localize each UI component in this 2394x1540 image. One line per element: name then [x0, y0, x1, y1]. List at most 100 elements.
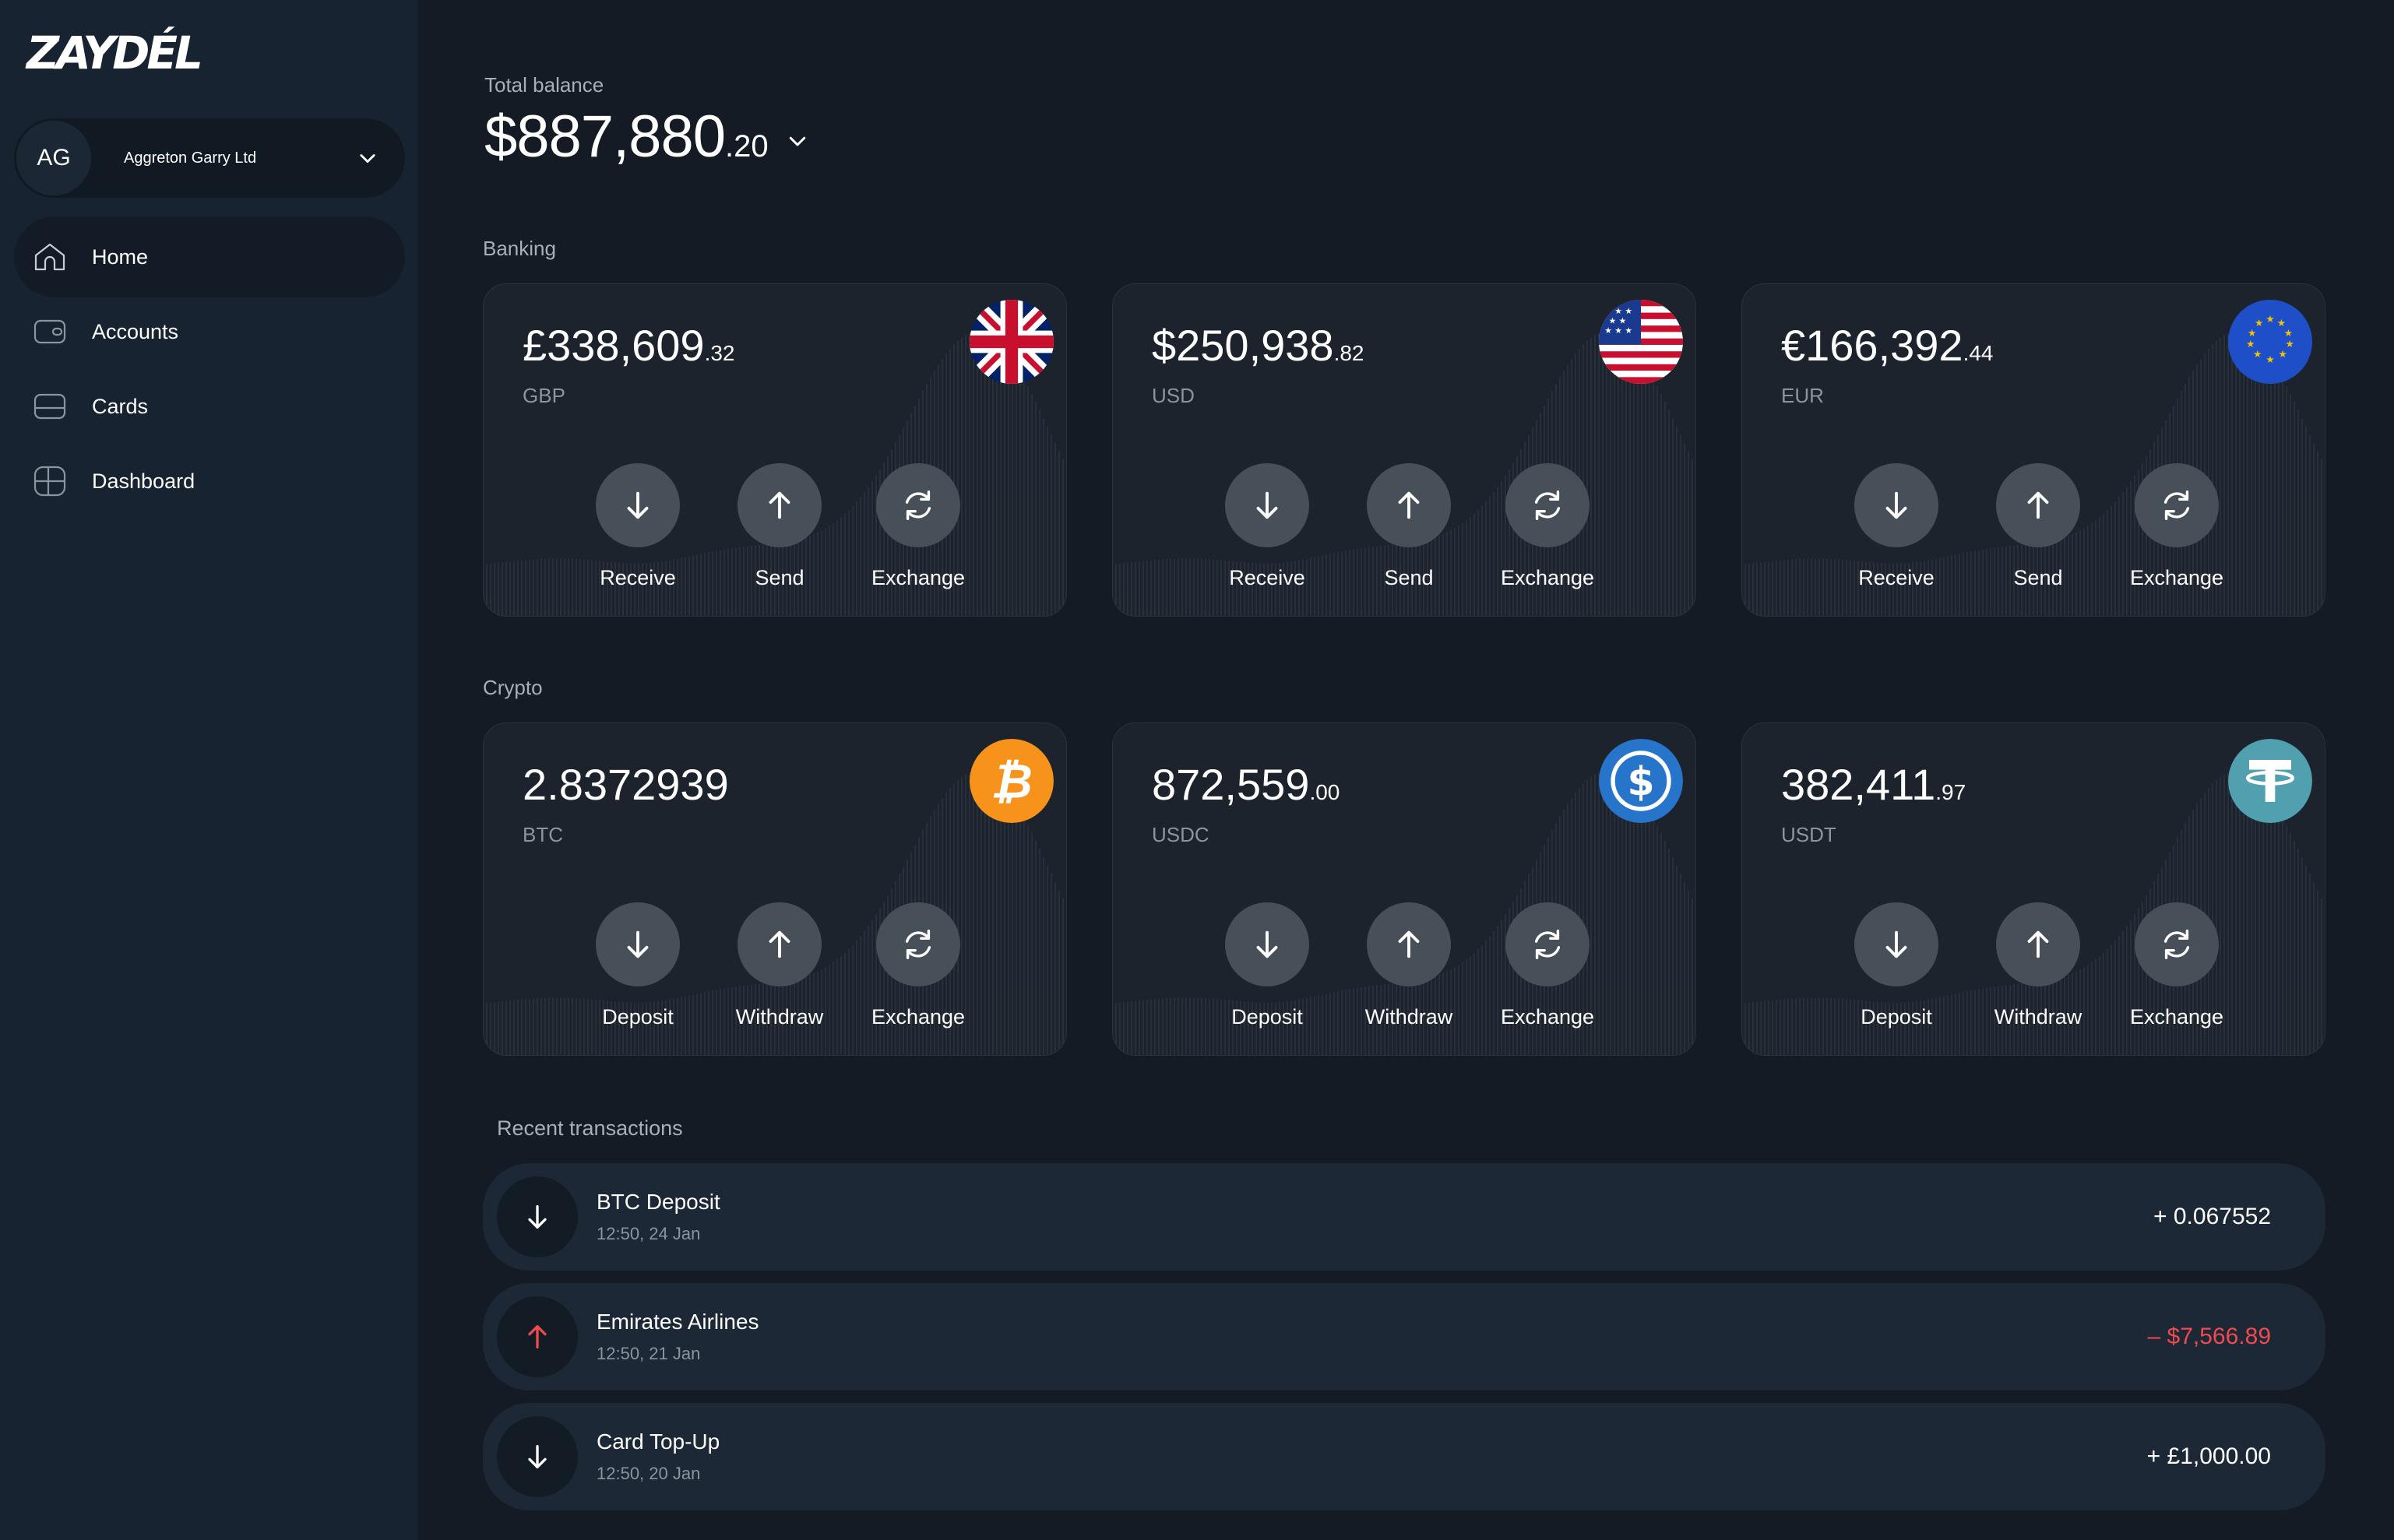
nav-item-accounts[interactable]: Accounts [14, 291, 405, 372]
send-button[interactable]: Send [717, 463, 842, 590]
card-balance-major: €166,392 [1781, 321, 1963, 370]
account-card-usd[interactable]: $250,938 .82 USD ★ ★ ★ ★ ★ ★ ★ ★ Receive S… [1112, 283, 1696, 617]
receive-button[interactable]: Receive [1205, 463, 1329, 590]
card-balance: €166,392 .44 [1781, 320, 1994, 371]
withdraw-button[interactable]: Withdraw [717, 902, 842, 1029]
main-content: Total balance $887,880 .20 Banking Crypt… [417, 0, 2394, 1540]
exchange-button[interactable]: Exchange [2114, 463, 2239, 590]
svg-text:★: ★ [2279, 348, 2287, 360]
us-flag-icon: ★ ★ ★ ★ ★ ★ ★ ★ [1599, 300, 1683, 384]
transaction-title: BTC Deposit [597, 1190, 720, 1214]
svg-text:₿: ₿ [991, 754, 1033, 810]
card-balance: 382,411 .97 [1781, 759, 1966, 810]
card-balance-minor: .44 [1963, 341, 1994, 365]
deposit-button[interactable]: Deposit [1834, 902, 1959, 1029]
exchange-icon [905, 490, 931, 520]
exchange-icon [2163, 930, 2190, 959]
deposit-btn-circle [1225, 902, 1309, 986]
transaction-icon [497, 1296, 578, 1377]
arrow-down-icon [1885, 491, 1907, 519]
card-balance-minor: .00 [1309, 780, 1340, 804]
eu-flag-icon: ★ ★ ★ ★ ★ ★ ★ ★ ★ ★ [2228, 300, 2312, 384]
transaction-amount: + 0.067552 [2153, 1204, 2271, 1229]
account-switcher[interactable]: AG Aggreton Garry Ltd [14, 118, 405, 198]
withdraw-button[interactable]: Withdraw [1976, 902, 2100, 1029]
nav-item-cards[interactable]: Cards [14, 366, 405, 447]
receive-label: Receive [1858, 566, 1935, 589]
tether-icon [2228, 739, 2312, 823]
withdraw-label: Withdraw [735, 1005, 824, 1028]
nav-item-home[interactable]: Home [14, 216, 405, 297]
exchange-button[interactable]: Exchange [856, 463, 980, 590]
card-balance-minor: .82 [1333, 341, 1364, 365]
account-card-eur[interactable]: €166,392 .44 EUR ★ ★ ★ ★ ★ ★ ★ ★ ★ ★ Receive Send… [1741, 283, 2325, 617]
exchange-label: Exchange [871, 566, 966, 589]
card-balance-major: £338,609 [523, 321, 705, 370]
withdraw-button[interactable]: Withdraw [1347, 902, 1471, 1029]
exchange-label: Exchange [1500, 566, 1595, 589]
nav-label-home: Home [92, 244, 149, 269]
withdraw-btn-circle [1367, 902, 1451, 986]
arrow-down-icon [528, 1205, 547, 1229]
sidebar: ZAYDÉL AG Aggreton Garry Ltd Home Accoun… [0, 0, 417, 1540]
arrow-up-icon [1398, 930, 1420, 958]
card-balance-major: $250,938 [1152, 321, 1334, 370]
exchange-button[interactable]: Exchange [1485, 902, 1610, 1029]
logo[interactable]: ZAYDÉL [26, 26, 203, 79]
send-label: Send [755, 566, 804, 589]
arrow-up-icon [769, 930, 790, 958]
total-balance-major: $887,880 [484, 104, 726, 170]
nav-label-accounts: Accounts [92, 319, 179, 343]
card-balance: £338,609 .32 [523, 320, 735, 371]
svg-text:★: ★ [2277, 317, 2286, 329]
send-label: Send [1384, 566, 1434, 589]
account-card-gbp[interactable]: £338,609 .32 GBP Receive Send Exchange [483, 283, 1067, 617]
arrow-down-icon [627, 930, 649, 958]
transaction-time: 12:50, 24 Jan [597, 1224, 701, 1243]
card-icon [33, 393, 66, 420]
card-currency: USD [1152, 384, 1195, 407]
receive-btn-circle [596, 463, 680, 547]
total-balance[interactable]: $887,880 .20 [484, 103, 809, 171]
exchange-button[interactable]: Exchange [2114, 902, 2239, 1029]
receive-button[interactable]: Receive [1834, 463, 1959, 590]
card-currency: USDT [1781, 823, 1836, 846]
card-balance-major: 382,411 [1781, 760, 1936, 809]
dashboard-icon [33, 466, 66, 497]
crypto-section-label: Crypto [483, 676, 543, 699]
transaction-title: Card Top-Up [597, 1429, 720, 1454]
transaction-row[interactable]: BTC Deposit 12:50, 24 Jan + 0.067552 [483, 1163, 2325, 1271]
crypto-card-usdc[interactable]: 872,559 .00 USDC $ Deposit Withdraw Exch… [1112, 723, 1696, 1056]
chevron-down-icon [360, 154, 375, 163]
crypto-card-usdt[interactable]: 382,411 .97 USDT Deposit Withdraw Exchan… [1741, 723, 2325, 1056]
receive-button[interactable]: Receive [576, 463, 700, 590]
arrow-up-icon [528, 1325, 547, 1348]
transactions-section-label: Recent transactions [497, 1116, 683, 1140]
exchange-icon [1534, 490, 1561, 520]
receive-btn-circle [1854, 463, 1938, 547]
svg-text:★: ★ [2246, 338, 2255, 350]
uk-flag-icon [970, 300, 1054, 384]
nav-item-dashboard[interactable]: Dashboard [14, 441, 405, 522]
exchange-button[interactable]: Exchange [1485, 463, 1610, 590]
send-button[interactable]: Send [1347, 463, 1471, 590]
exchange-icon [2163, 490, 2190, 520]
transaction-row[interactable]: Emirates Airlines 12:50, 21 Jan – $7,566… [483, 1283, 2325, 1391]
deposit-btn-circle [596, 902, 680, 986]
withdraw-label: Withdraw [1364, 1005, 1453, 1028]
exchange-btn-circle [2135, 463, 2219, 547]
deposit-button[interactable]: Deposit [1205, 902, 1329, 1029]
transaction-row[interactable]: Card Top-Up 12:50, 20 Jan + £1,000.00 [483, 1403, 2325, 1510]
send-button[interactable]: Send [1976, 463, 2100, 590]
card-balance-major: 872,559 [1152, 760, 1310, 809]
exchange-button[interactable]: Exchange [856, 902, 980, 1029]
card-currency: EUR [1781, 384, 1824, 407]
receive-btn-circle [1225, 463, 1309, 547]
withdraw-btn-circle [738, 902, 822, 986]
svg-text:★: ★ [2255, 317, 2263, 329]
exchange-btn-circle [1505, 463, 1590, 547]
crypto-card-btc[interactable]: 2.8372939 BTC ₿ Deposit Withdraw Exchang… [483, 723, 1067, 1056]
deposit-button[interactable]: Deposit [576, 902, 700, 1029]
transaction-title: Emirates Airlines [597, 1310, 759, 1334]
send-label: Send [2013, 566, 2063, 589]
